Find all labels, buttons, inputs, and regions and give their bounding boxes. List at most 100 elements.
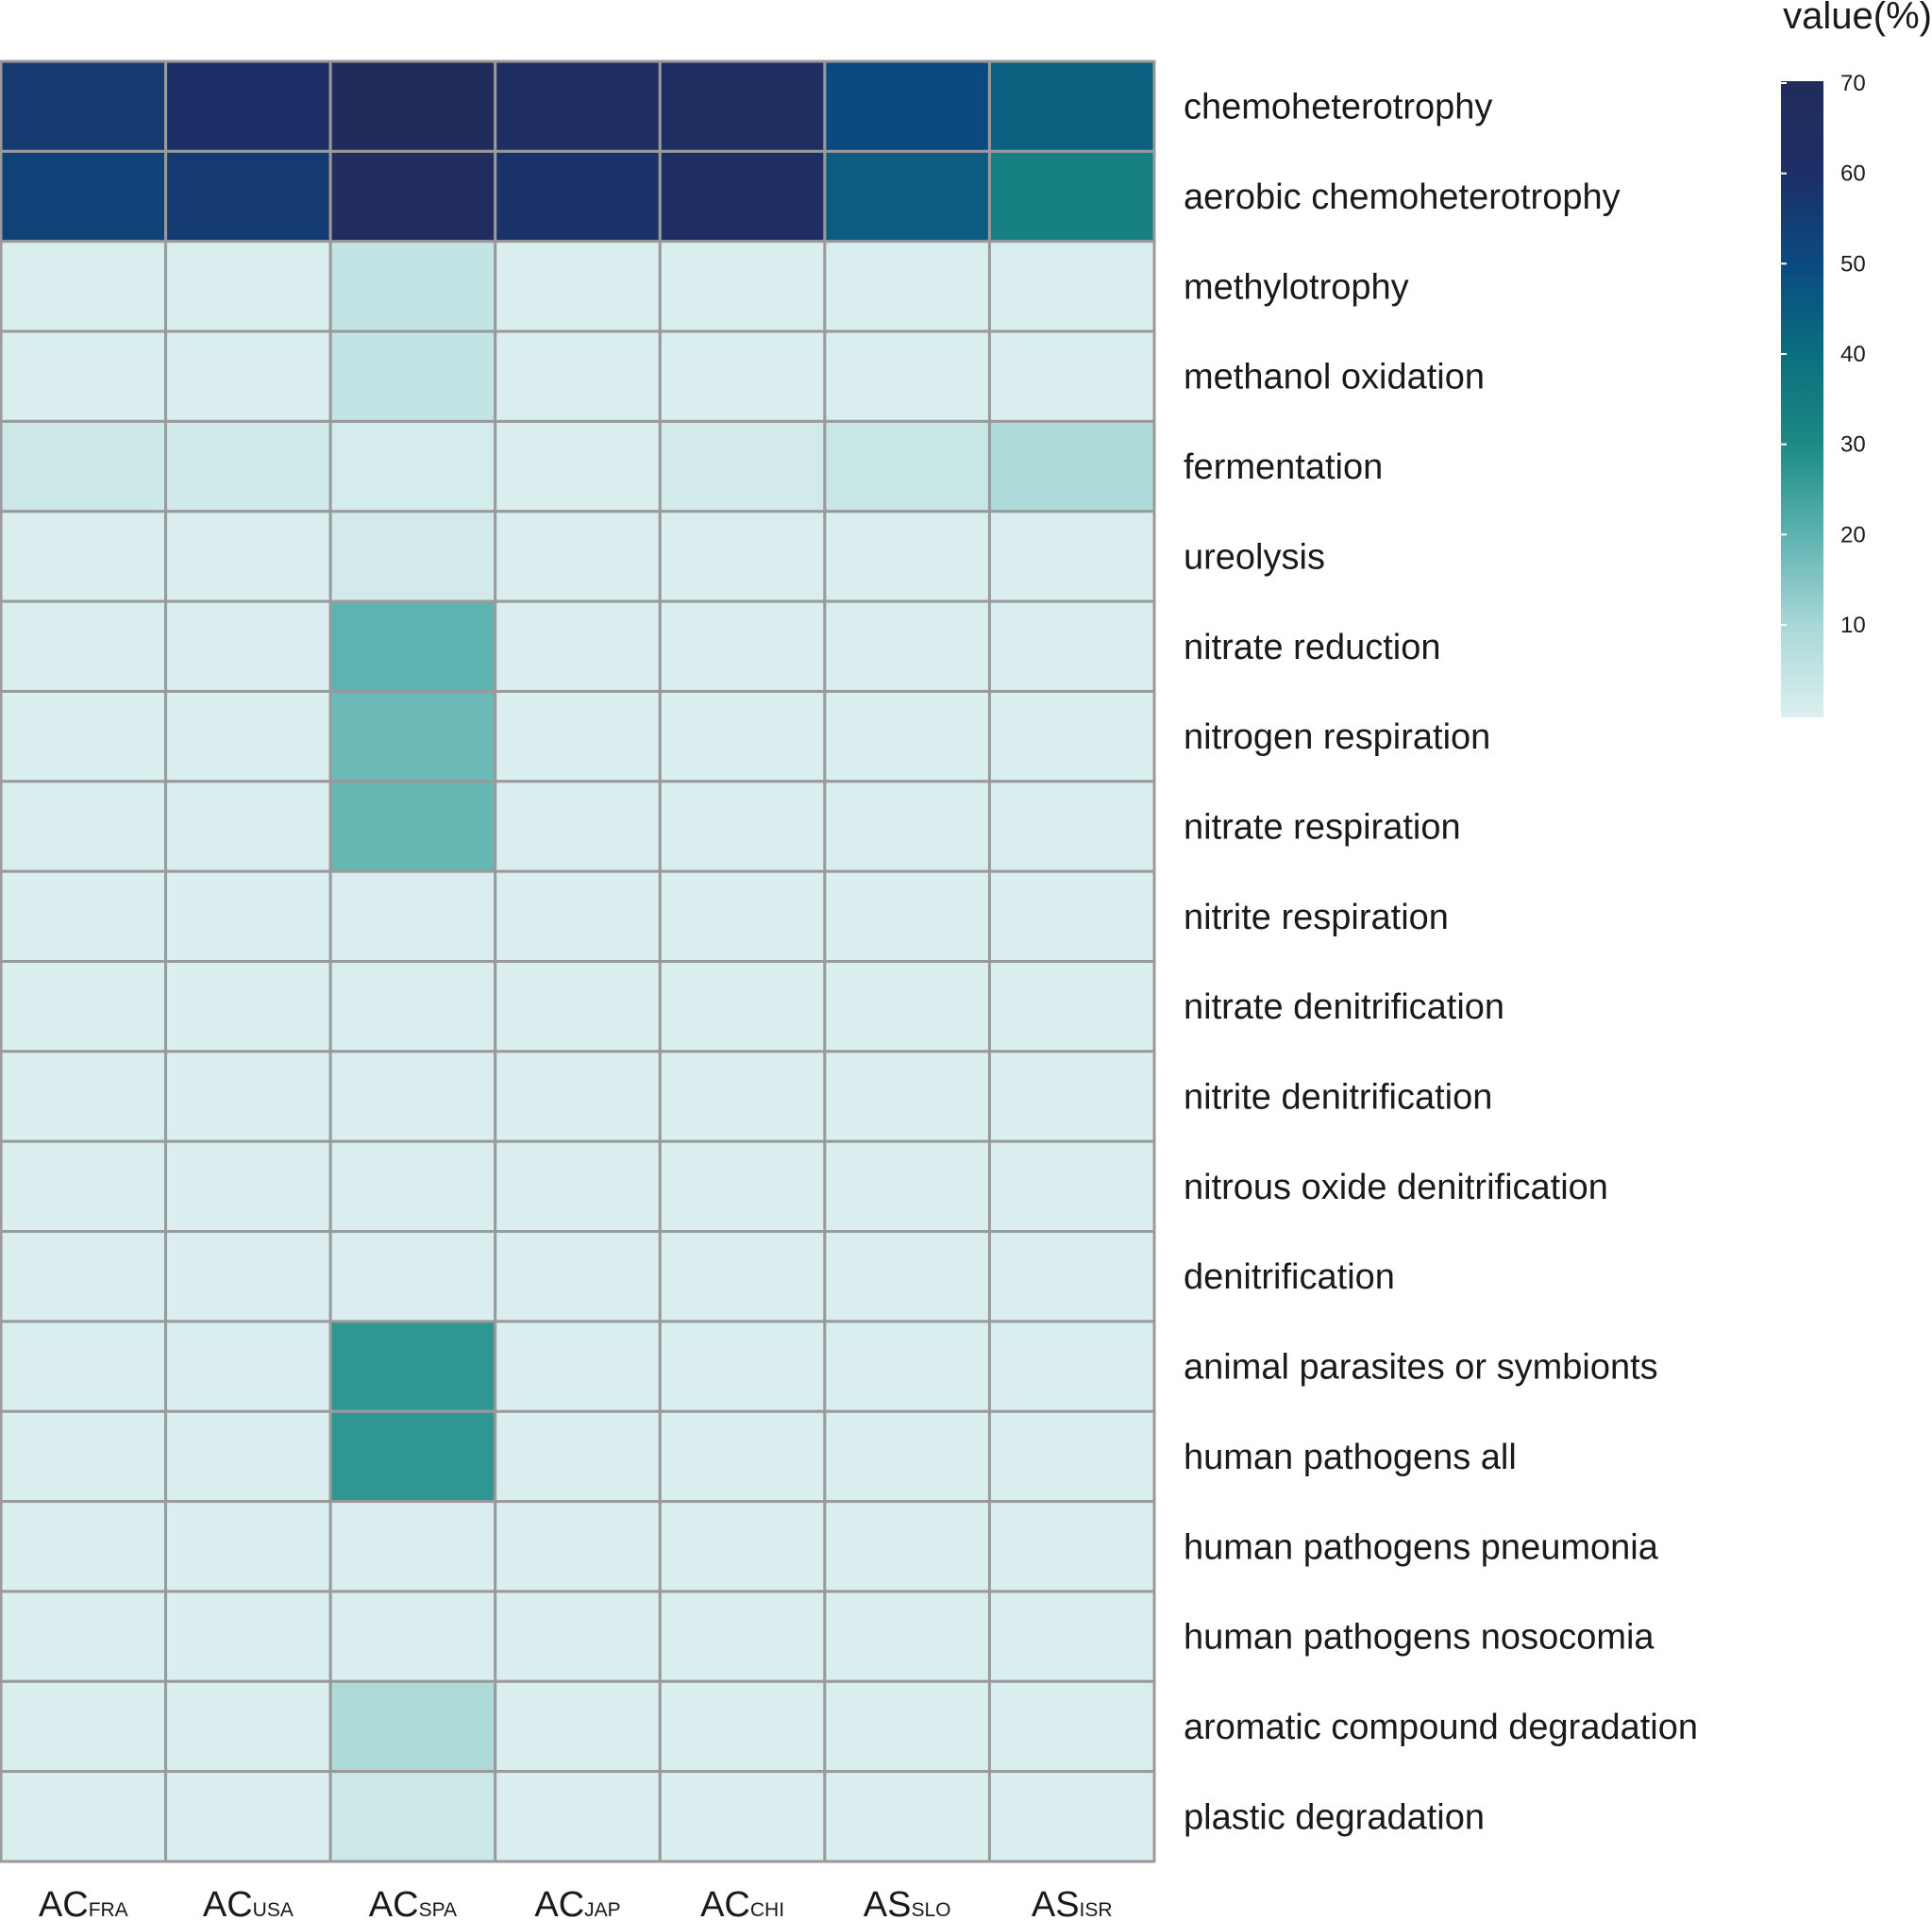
heatmap-cell [494,510,662,603]
heatmap-cell [823,149,991,244]
column-label-main: AC [534,1885,584,1920]
heatmap-cell [0,1050,168,1143]
heatmap-cell [164,1320,332,1413]
row-label: aerobic chemoheterotrophy [1184,177,1621,217]
heatmap-cell [494,1770,662,1863]
heatmap-cell [164,240,332,333]
heatmap-cell [494,1320,662,1413]
column-label-main: AC [700,1885,750,1920]
heatmap-cell [0,1139,168,1234]
legend-tick-label: 10 [1840,613,1866,638]
row-label: nitrite respiration [1184,898,1449,937]
row-label: nitrite denitrification [1184,1078,1492,1118]
heatmap-cell [164,1590,332,1683]
heatmap-cell [823,599,991,693]
heatmap-cell [823,329,991,423]
heatmap-cell [823,510,991,603]
column-label: ACCHI [700,1885,784,1920]
heatmap-cell [823,1050,991,1143]
heatmap-cell [164,419,332,514]
heatmap-cell [494,329,662,423]
row-label: nitrate respiration [1184,807,1461,847]
row-label: human pathogens pneumonia [1184,1527,1659,1567]
heatmap-cell [328,1590,497,1683]
heatmap-cell [328,59,497,153]
heatmap-cell [164,960,332,1053]
heatmap-cell [823,869,991,964]
row-label: nitrogen respiration [1184,717,1490,757]
column-label-subscript: FRA [89,1899,128,1920]
heatmap-cell [0,1320,168,1413]
column-label-main: AC [39,1885,89,1920]
heatmap-cell [658,869,827,964]
heatmap-cell [823,59,991,153]
row-label: human pathogens all [1184,1438,1517,1477]
heatmap-cell [0,510,168,603]
column-label: ACJAP [534,1885,620,1920]
column-label: ACFRA [39,1885,128,1920]
legend-title: value(%) [1783,0,1932,37]
heatmap-cell [494,1500,662,1593]
heatmap-cell [328,1230,497,1323]
column-label-subscript: SPA [419,1899,457,1920]
heatmap-cell [823,780,991,873]
heatmap-cell [494,869,662,964]
row-label: nitrate denitrification [1184,987,1504,1027]
heatmap-cell [823,689,991,783]
row-label: fermentation [1184,447,1383,487]
row-label: denitrification [1184,1257,1395,1297]
heatmap-cell [164,1230,332,1323]
row-labels: chemoheterotrophy aerobic chemoheterotrop… [1184,88,1698,1838]
heatmap-cell [164,1770,332,1863]
heatmap-cell [494,1050,662,1143]
heatmap-cell [164,1679,332,1774]
heatmap-cell [658,1320,827,1413]
heatmap-cell [328,510,497,603]
column-labels: ACFRA ACUSA ACSPA ACJAP ACCHI ASSLO ASISR [39,1885,1113,1920]
heatmap-cell [987,1500,1156,1593]
heatmap-cell [658,59,827,153]
heatmap-cell [0,1590,168,1683]
heatmap-cell [328,689,497,783]
row-label: human pathogens nosocomia [1184,1618,1655,1658]
heatmap-cell [0,149,168,244]
heatmap-cell [658,1590,827,1683]
heatmap-cell [494,1230,662,1323]
column-label: ASSLO [864,1885,951,1920]
legend-tick-label: 40 [1840,342,1866,367]
heatmap-cell [823,1230,991,1323]
heatmap-cell [658,329,827,423]
heatmap-cell [658,1050,827,1143]
column-label-subscript: JAP [584,1899,621,1920]
heatmap-cell [164,599,332,693]
legend-ticks: 10 20 30 40 50 60 70 [1781,71,1866,638]
heatmap-cell [328,869,497,964]
legend-color-bar [1781,81,1823,717]
heatmap-cell [164,1050,332,1143]
heatmap-cell [823,1590,991,1683]
heatmap-cell [987,599,1156,693]
heatmap-cell [987,960,1156,1053]
heatmap-cell [658,1139,827,1234]
row-label: ureolysis [1184,537,1325,577]
heatmap-cell [164,59,332,153]
heatmap-cell [987,1409,1156,1504]
heatmap-cell [823,240,991,333]
column-label: ACUSA [203,1885,294,1920]
column-label-main: AC [203,1885,253,1920]
heatmap-cell [494,1409,662,1504]
heatmap-cell [0,780,168,873]
heatmap-cell [0,1770,168,1863]
heatmap-cell [494,689,662,783]
legend-tick-label: 20 [1840,522,1866,547]
heatmap-cell [494,780,662,873]
heatmap-cell [987,419,1156,514]
heatmap-cell [987,1590,1156,1683]
color-legend: value(%) 10 20 30 40 50 60 70 [1781,0,1932,717]
heatmap-cell [987,149,1156,244]
heatmap-cell [658,780,827,873]
heatmap-cell [328,149,497,244]
heatmap-cell [0,1500,168,1593]
column-label-main: AS [864,1885,912,1920]
